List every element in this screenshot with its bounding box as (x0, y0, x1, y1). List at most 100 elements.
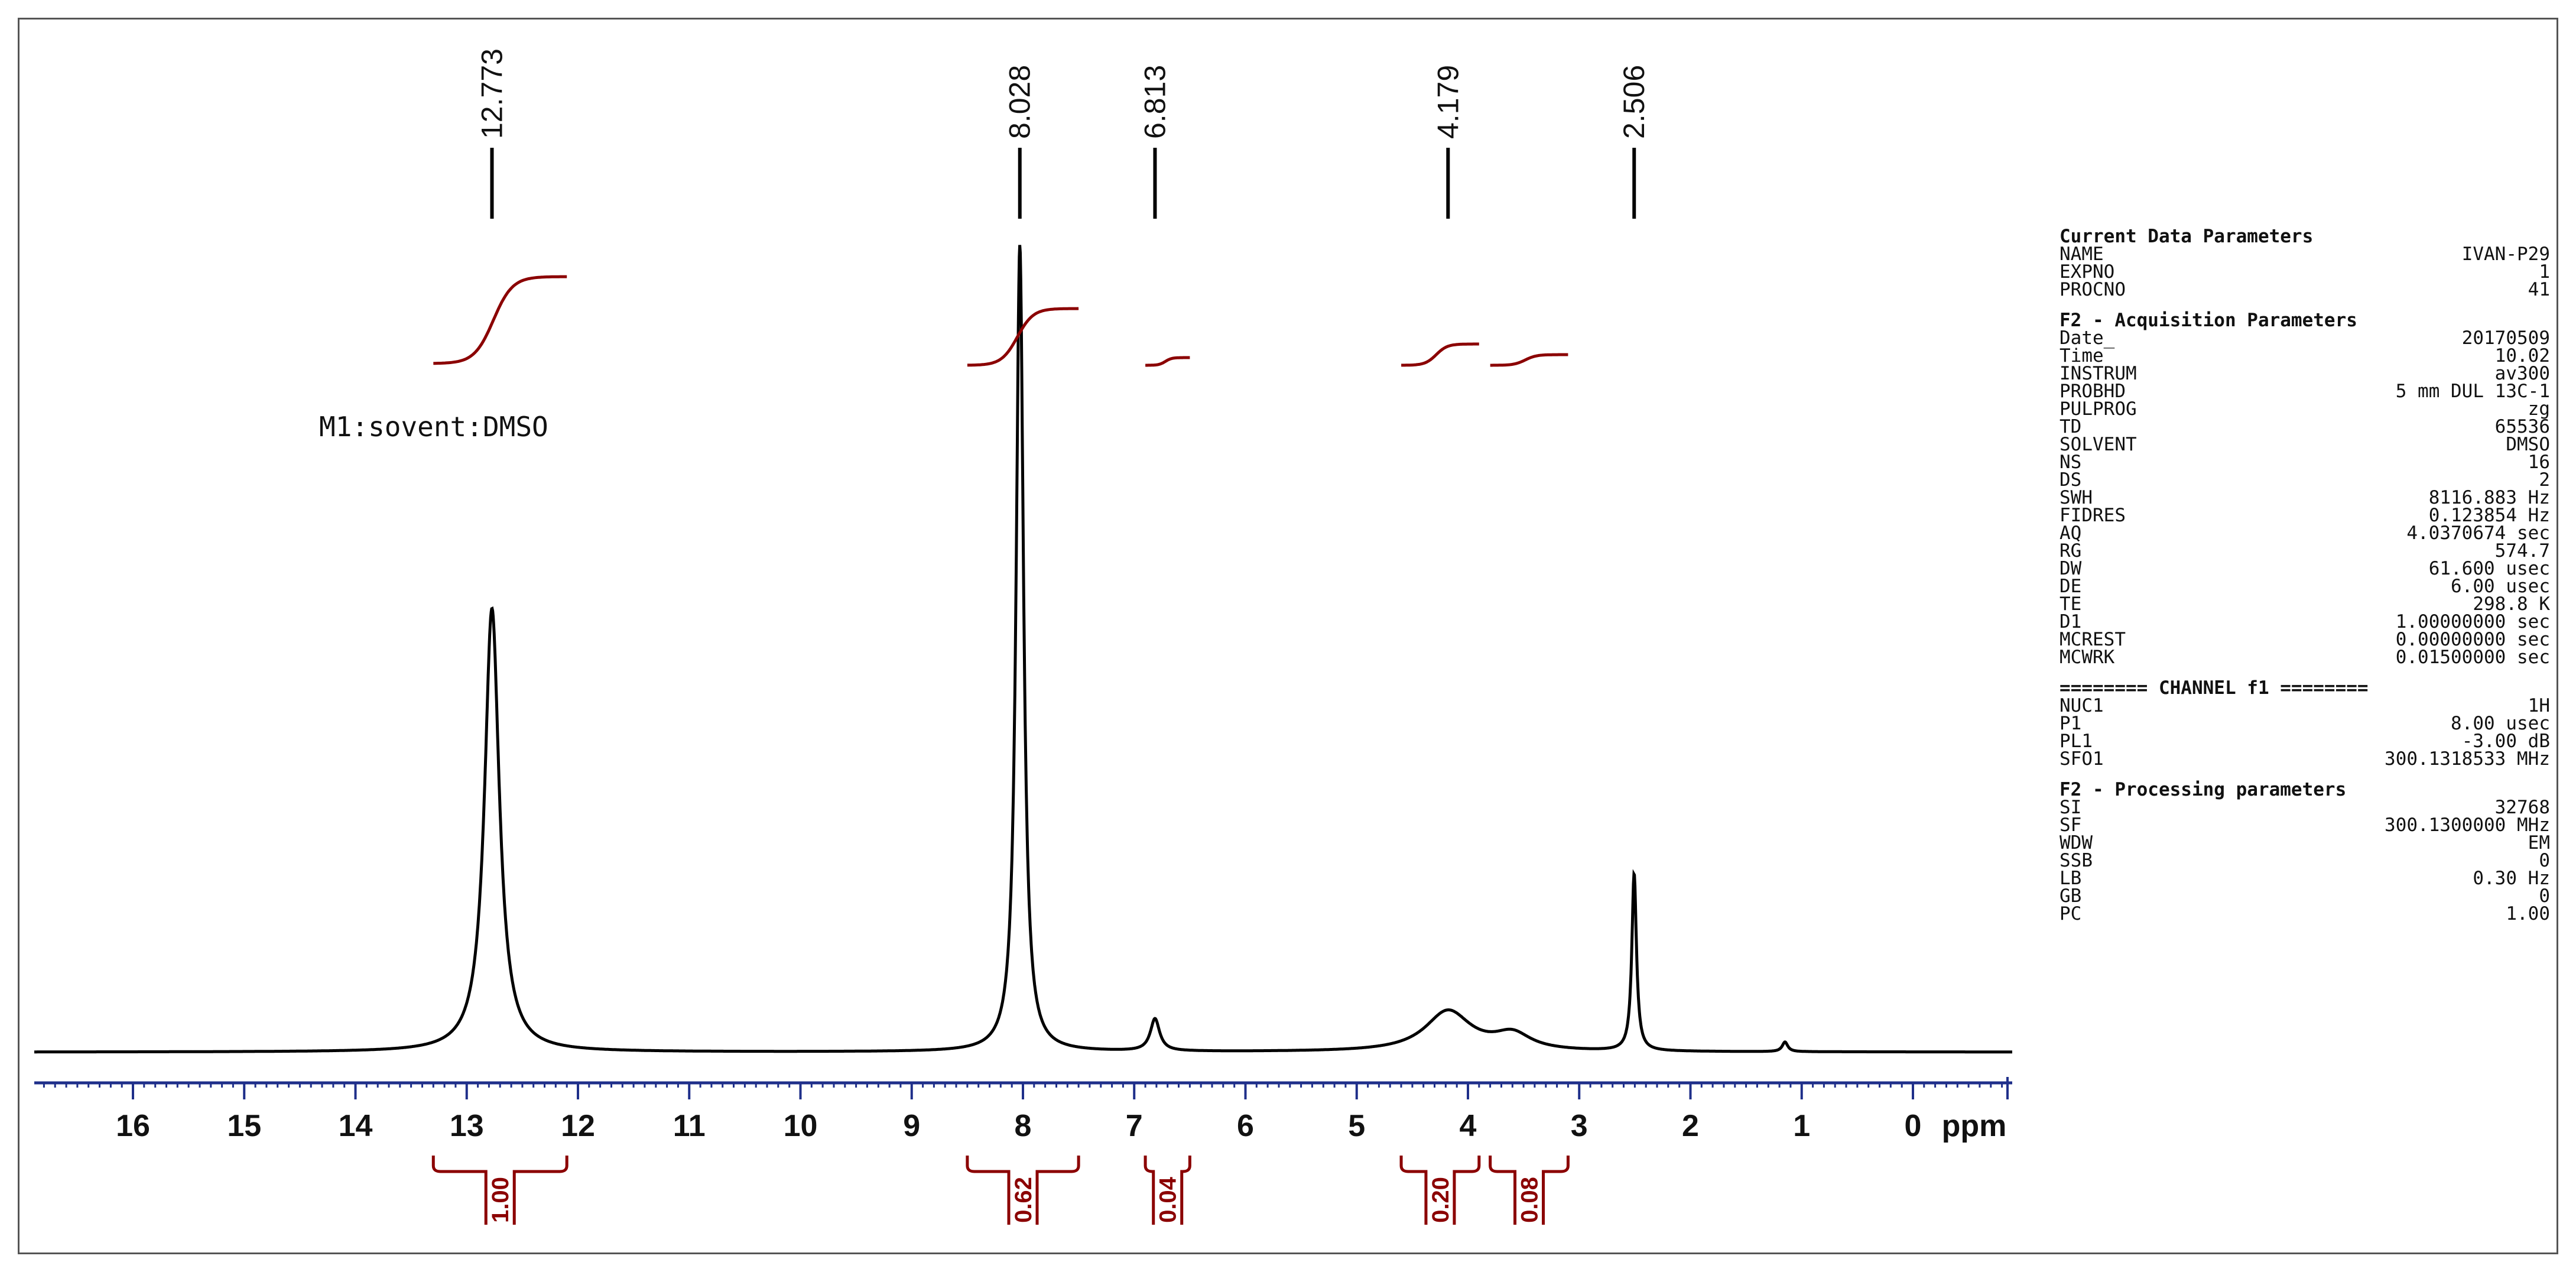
parameter-row: Time 10.02 (2059, 347, 2550, 365)
parameter-value: 41 (2528, 279, 2550, 300)
integral-bracket (431, 1156, 569, 1225)
integral-bracket (966, 1156, 1080, 1225)
parameter-row: P1 8.00 usec (2059, 713, 2550, 734)
parameter-key: WDW (2059, 832, 2093, 854)
parameter-key: MCWRK (2059, 647, 2115, 668)
parameter-row: EXPNO 1 (2059, 263, 2550, 281)
x-tick-label: 5 (1348, 1109, 1365, 1143)
parameter-value: 8.00 usec (2451, 713, 2550, 734)
parameter-key: DE (2059, 576, 2082, 597)
parameter-key: PULPROG (2059, 398, 2137, 420)
parameter-value: 20170509 (2461, 327, 2550, 349)
x-tick-label: 15 (227, 1109, 261, 1143)
integral-value: 0.62 (1011, 1177, 1037, 1223)
parameter-value: 300.1300000 MHz (2385, 815, 2550, 836)
parameter-value: 1H (2528, 695, 2550, 716)
parameter-row: NUC1 1H (2059, 697, 2550, 715)
parameter-value: 1.00000000 sec (2395, 611, 2550, 632)
x-tick-label: 10 (784, 1109, 818, 1143)
integral-curve (1145, 356, 1190, 367)
parameter-row: SOLVENT DMSO (2059, 434, 2550, 455)
parameter-row: SF 300.1300000 MHz (2059, 815, 2550, 836)
integral-curve (1401, 342, 1479, 367)
x-tick-label: 14 (339, 1109, 373, 1143)
peak-labels: 12.773 8.028 6.813 4.179 2.506 (475, 48, 1651, 219)
parameter-key: PC (2059, 903, 2082, 924)
x-tick-label: 12 (561, 1109, 595, 1143)
parameter-key: PROCNO (2059, 279, 2126, 300)
parameter-value: DMSO (2506, 434, 2550, 455)
parameter-value: 0.01500000 sec (2395, 647, 2550, 668)
parameter-value: 0.00000000 sec (2395, 629, 2550, 650)
integral-curve (967, 307, 1079, 367)
parameter-row: NAME IVAN-P29 (2059, 244, 2550, 265)
parameter-key: SFO1 (2059, 748, 2104, 770)
parameter-row: SSB 0 (2059, 852, 2550, 870)
parameter-value: 1.00 (2506, 903, 2550, 924)
parameter-key: FIDRES (2059, 505, 2126, 526)
parameter-row: NS 16 (2059, 452, 2550, 473)
parameter-value: zg (2528, 398, 2550, 420)
peak-label: 4.179 (1431, 65, 1464, 139)
peak-label: 8.028 (1003, 65, 1037, 139)
parameter-section-header: ======== CHANNEL f1 ======== (2059, 677, 2369, 699)
integral-bracket (1144, 1156, 1191, 1225)
parameter-row: DW 61.600 usec (2059, 558, 2550, 579)
parameter-row: AQ 4.0370674 sec (2059, 524, 2550, 543)
parameter-row: INSTRUM av300 (2059, 365, 2550, 383)
x-axis-ticks: 16 15 14 13 12 11 10 9 8 7 6 5 4 3 2 1 0 ppm (116, 1077, 2009, 1143)
parameter-row: FIDRES 0.123854 Hz (2059, 505, 2550, 526)
parameter-key: TD (2059, 416, 2082, 437)
parameter-key: EXPNO (2059, 261, 2115, 283)
parameter-key: PL1 (2059, 731, 2093, 752)
parameter-key: SF (2059, 815, 2082, 836)
x-axis-label: ppm (1942, 1109, 2007, 1143)
x-tick-label: 2 (1682, 1109, 1699, 1143)
integral-curve (1490, 353, 1568, 367)
parameter-key: PROBHD (2059, 381, 2126, 402)
parameter-value: 574.7 (2494, 540, 2550, 562)
parameter-key: Date_ (2059, 327, 2115, 349)
spectrum-line (34, 245, 2012, 1054)
integral-value: 0.08 (1517, 1177, 1543, 1223)
x-tick-label: 6 (1237, 1109, 1254, 1143)
x-tick-label: 11 (673, 1109, 706, 1143)
parameter-value: EM (2528, 832, 2550, 854)
figure-frame (18, 18, 2558, 1254)
parameter-value: 61.600 usec (2428, 558, 2550, 579)
parameter-row: PULPROG zg (2059, 400, 2550, 418)
x-tick-label: 1 (1793, 1109, 1810, 1143)
parameter-row: PROBHD 5 mm DUL 13C-1 (2059, 381, 2550, 402)
parameter-value: 32768 (2494, 797, 2550, 818)
parameter-key: LB (2059, 868, 2082, 889)
parameter-value: 2 (2539, 469, 2550, 491)
parameter-key: NS (2059, 452, 2082, 473)
parameter-row: SI 32768 (2059, 797, 2550, 818)
parameter-row: LB 0.30 Hz (2059, 868, 2550, 889)
peak-label: 2.506 (1617, 65, 1651, 139)
integral-bracket (1489, 1156, 1570, 1225)
parameter-key: P1 (2059, 713, 2082, 734)
integral-curve (433, 275, 567, 365)
parameter-value: 0.123854 Hz (2428, 505, 2550, 526)
parameter-key: SWH (2059, 487, 2093, 508)
x-tick-label: 8 (1015, 1109, 1032, 1143)
parameter-key: NAME (2059, 244, 2104, 265)
parameter-key: RG (2059, 540, 2082, 562)
parameter-value: 16 (2528, 452, 2550, 473)
integral-value: 1.00 (488, 1177, 514, 1223)
parameter-row: RG 574.7 (2059, 542, 2550, 560)
parameter-row: D1 1.00000000 sec (2059, 613, 2550, 631)
solvent-annotation: M1:sovent:DMSO (319, 411, 548, 443)
x-tick-label: 7 (1126, 1109, 1143, 1143)
parameter-key: TE (2059, 593, 2082, 615)
parameter-row: PROCNO 41 (2059, 279, 2550, 300)
x-tick-label: 16 (116, 1109, 150, 1143)
parameter-value: IVAN-P29 (2461, 244, 2550, 265)
integral-brackets: 1.00 0.62 0.04 0.20 0.08 (431, 1156, 1570, 1225)
integral-value: 0.04 (1155, 1176, 1181, 1223)
parameter-row: DS 2 (2059, 471, 2550, 489)
parameter-section-header: F2 - Acquisition Parameters (2059, 310, 2357, 331)
parameter-row: DE 6.00 usec (2059, 576, 2550, 597)
